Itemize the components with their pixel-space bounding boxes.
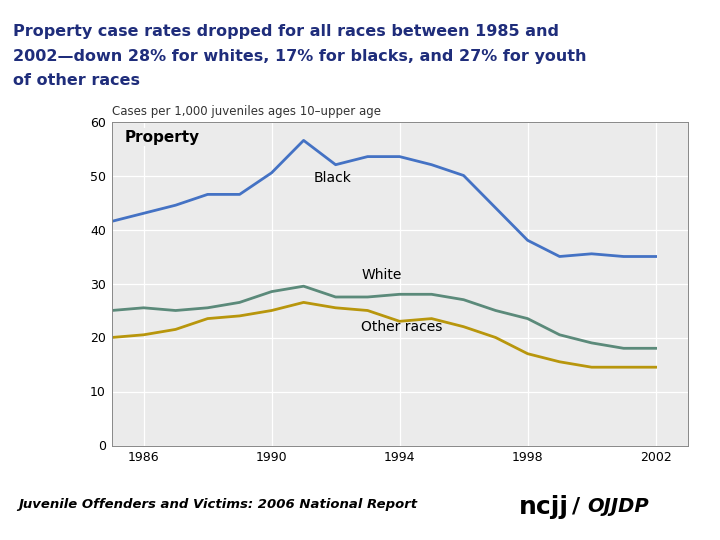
Text: Other races: Other races [361,320,443,334]
Text: ncjj: ncjj [518,495,568,518]
Text: of other races: of other races [13,73,140,88]
Text: Property case rates dropped for all races between 1985 and: Property case rates dropped for all race… [13,24,559,39]
Text: OJJDP: OJJDP [587,497,649,516]
Text: Juvenile Offenders and Victims: 2006 National Report: Juvenile Offenders and Victims: 2006 Nat… [18,498,417,511]
Text: White: White [361,268,402,282]
Text: 2002—down 28% for whites, 17% for blacks, and 27% for youth: 2002—down 28% for whites, 17% for blacks… [13,49,587,64]
Text: Cases per 1,000 juveniles ages 10–upper age: Cases per 1,000 juveniles ages 10–upper … [112,105,381,118]
Text: Black: Black [313,171,351,185]
Text: /: / [572,496,580,517]
Text: Property: Property [125,130,199,145]
